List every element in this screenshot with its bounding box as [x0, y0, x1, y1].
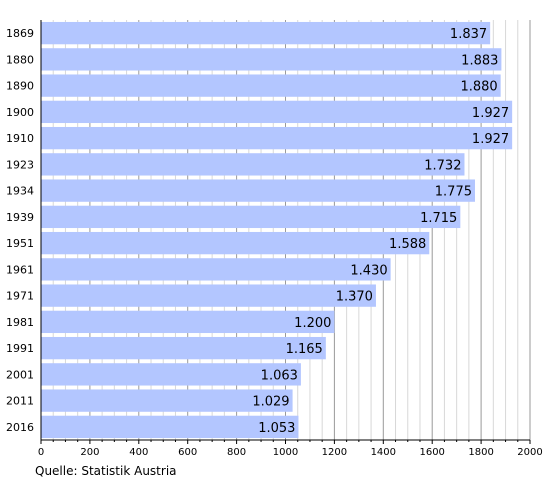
bar-1923	[41, 153, 465, 176]
category-label-1939: 1939	[6, 211, 34, 224]
x-tick-label-1000: 1000	[273, 447, 298, 458]
bar-1890	[41, 74, 501, 97]
x-tick-label-1200: 1200	[322, 447, 347, 458]
category-label-1961: 1961	[6, 263, 34, 276]
category-label-1910: 1910	[6, 132, 34, 145]
value-label-1900: 1.927	[472, 106, 509, 121]
bars	[41, 21, 513, 439]
category-label-2001: 2001	[6, 368, 34, 381]
x-tick-label-600: 600	[178, 447, 197, 458]
value-label-1890: 1.880	[460, 80, 497, 95]
labels: 1869 1.837 1880 1.883 1890 1.880 1900 1.927 1910…	[6, 27, 543, 458]
x-tick-label-2000: 2000	[517, 447, 542, 458]
category-label-1923: 1923	[6, 158, 34, 171]
category-label-2011: 2011	[6, 395, 34, 408]
value-label-1939: 1.715	[420, 211, 457, 226]
bar-1991	[41, 336, 326, 360]
x-tick-label-200: 200	[80, 447, 99, 458]
value-label-2016: 1.053	[258, 421, 295, 436]
bar-1961	[41, 258, 391, 281]
source-note: Quelle: Statistik Austria	[35, 464, 177, 478]
value-label-1934: 1.775	[435, 185, 472, 200]
value-label-1971: 1.370	[336, 290, 373, 305]
category-label-1991: 1991	[6, 342, 34, 355]
category-label-1890: 1890	[6, 80, 34, 93]
value-label-1951: 1.588	[389, 237, 426, 252]
value-label-1869: 1.837	[450, 27, 487, 42]
bar-2016	[41, 415, 299, 439]
bar-1869	[41, 21, 491, 45]
category-label-1951: 1951	[6, 237, 34, 250]
bar-1981	[41, 310, 335, 334]
bar-1939	[41, 205, 461, 229]
value-label-2011: 1.029	[252, 395, 289, 410]
category-label-1981: 1981	[6, 316, 34, 329]
bar-2001	[41, 363, 301, 386]
bar-1951	[41, 231, 430, 255]
value-label-1961: 1.430	[350, 263, 387, 278]
x-tick-label-1800: 1800	[468, 447, 493, 458]
x-tick-label-1400: 1400	[371, 447, 396, 458]
value-label-1923: 1.732	[424, 158, 461, 173]
x-tick-label-400: 400	[129, 447, 148, 458]
x-tick-label-0: 0	[38, 447, 44, 458]
bar-1910	[41, 126, 513, 150]
category-label-1900: 1900	[6, 106, 34, 119]
category-label-1880: 1880	[6, 53, 34, 66]
bar-2011	[41, 389, 293, 412]
axes	[40, 20, 531, 444]
category-label-1934: 1934	[6, 185, 34, 198]
category-label-1869: 1869	[6, 27, 34, 40]
value-label-2001: 1.063	[261, 368, 298, 383]
bar-1934	[41, 179, 475, 202]
bar-1971	[41, 284, 376, 307]
category-label-2016: 2016	[6, 421, 34, 434]
category-label-1971: 1971	[6, 290, 34, 303]
x-tick-label-800: 800	[227, 447, 246, 458]
bar-1880	[41, 48, 502, 71]
value-label-1991: 1.165	[286, 342, 323, 357]
x-tick-label-1600: 1600	[419, 447, 444, 458]
bar-1900	[41, 100, 513, 124]
value-label-1910: 1.927	[472, 132, 509, 147]
value-label-1981: 1.200	[294, 316, 331, 331]
value-label-1880: 1.883	[461, 53, 498, 68]
